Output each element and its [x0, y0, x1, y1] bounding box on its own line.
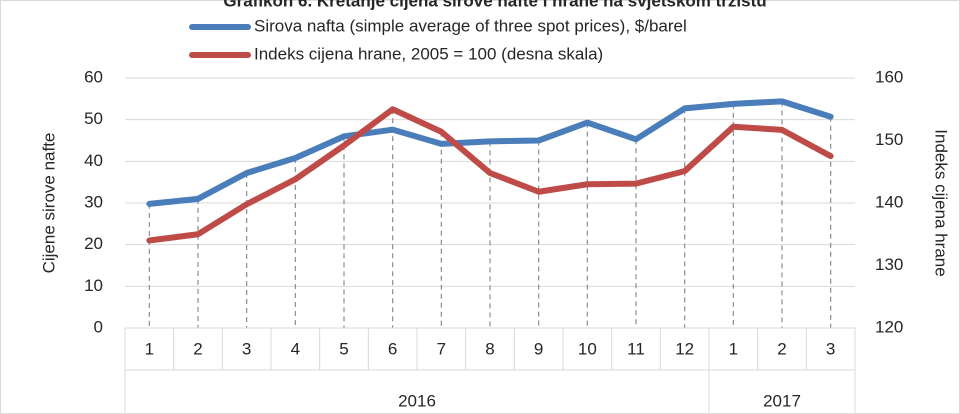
y2-tick-label: 130	[875, 255, 903, 274]
y2-tick-label: 150	[875, 130, 903, 149]
series-line	[146, 106, 834, 244]
y-tick-label: 30	[84, 192, 103, 211]
x-tick-label: 9	[534, 339, 543, 358]
x-tick-label: 6	[388, 339, 397, 358]
y2-tick-label: 160	[875, 67, 903, 86]
legend-label: Indeks cijena hrane, 2005 = 100 (desna s…	[254, 44, 603, 63]
x-tick-label: 3	[826, 339, 835, 358]
x-tick-label: 1	[145, 339, 154, 358]
y-tick-label: 0	[94, 317, 103, 336]
y-tick-label: 10	[84, 276, 103, 295]
group-label: 2017	[763, 391, 801, 410]
x-tick-label: 8	[485, 339, 494, 358]
series-line	[146, 98, 834, 207]
y-axis-label: Cijene sirove nafte	[39, 133, 58, 274]
group-label: 2016	[398, 391, 436, 410]
y-tick-label: 60	[84, 67, 103, 86]
chart-title: Grafikon 6. Kretanje cijena sirove nafte…	[223, 0, 766, 10]
y-tick-label: 40	[84, 151, 103, 170]
x-tick-label: 2	[777, 339, 786, 358]
x-tick-label: 3	[242, 339, 251, 358]
y-tick-label: 20	[84, 234, 103, 253]
y2-tick-label: 140	[875, 192, 903, 211]
x-tick-label: 5	[339, 339, 348, 358]
x-tick-label: 11	[627, 339, 645, 358]
x-tick-label: 7	[437, 339, 446, 358]
legend-label: Sirova nafta (simple average of three sp…	[254, 16, 687, 35]
x-tick-label: 1	[729, 339, 738, 358]
x-tick-label: 2	[193, 339, 202, 358]
y2-axis-label: Indeks cijena hrane	[932, 129, 951, 276]
x-tick-label: 4	[291, 339, 300, 358]
x-tick-label: 12	[675, 339, 694, 358]
y-tick-label: 50	[84, 109, 103, 128]
y2-tick-label: 120	[875, 317, 903, 336]
x-tick-label: 10	[578, 339, 597, 358]
